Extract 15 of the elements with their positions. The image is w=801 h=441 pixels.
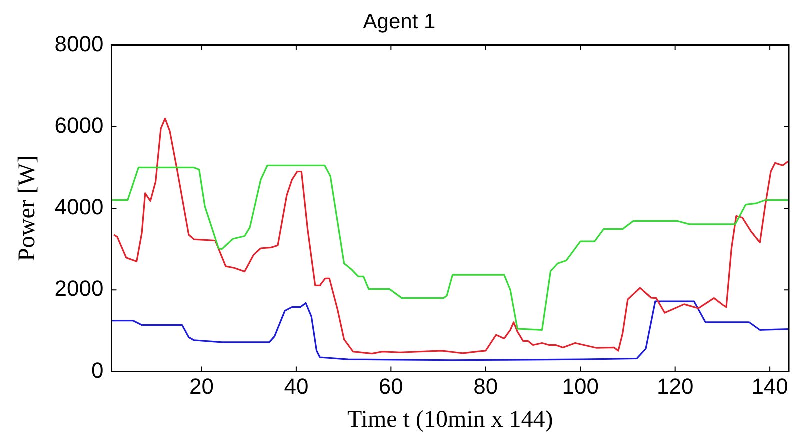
y-axis-title: Power [W] <box>14 156 41 262</box>
x-tick-label: 120 <box>656 374 694 400</box>
y-tick-label: 0 <box>91 358 104 383</box>
x-tick-label: 20 <box>189 374 214 400</box>
x-axis-title: Time t (10min x 144) <box>347 406 554 433</box>
y-tick-label: 2000 <box>54 276 104 302</box>
x-tick-label: 40 <box>284 374 309 400</box>
x-tick-label: 100 <box>562 374 599 400</box>
x-tick-label: 60 <box>378 374 404 400</box>
chart-title: Agent 1 <box>363 10 436 34</box>
y-tick-label: 4000 <box>54 194 104 220</box>
x-tick-label: 140 <box>752 374 788 400</box>
y-tick-label: 8000 <box>54 31 104 56</box>
y-tick-label: 6000 <box>54 112 104 138</box>
x-tick-label: 80 <box>474 374 498 400</box>
